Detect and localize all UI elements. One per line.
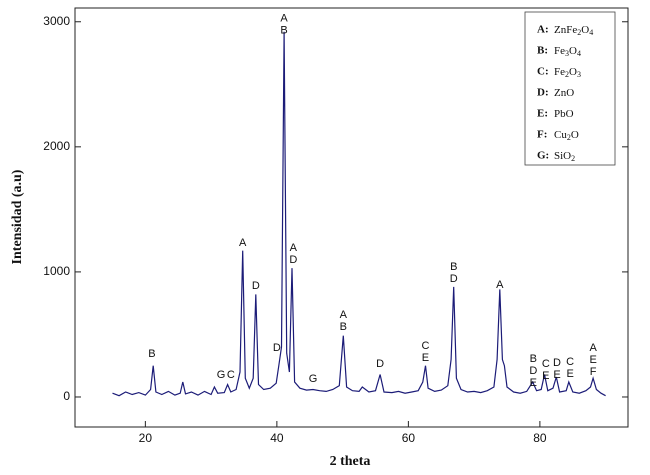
- legend-label: Cu2O: [554, 129, 579, 142]
- x-tick-label: 80: [533, 431, 547, 445]
- y-tick-label: 1000: [43, 264, 70, 278]
- peak-label: D: [553, 357, 561, 369]
- legend-key: E:: [537, 108, 548, 120]
- legend-label: Fe3O4: [554, 45, 581, 58]
- xrd-line: [112, 31, 606, 397]
- peak-label: B: [450, 261, 457, 273]
- peak-label: C: [421, 340, 429, 352]
- peak-label: D: [273, 342, 281, 354]
- peak-label: D: [450, 273, 458, 285]
- plot-frame: [74, 7, 629, 428]
- peak-label: A: [239, 237, 247, 249]
- legend-key: F:: [537, 129, 547, 141]
- peak-label: E: [553, 369, 560, 381]
- peak-label: B: [280, 25, 287, 37]
- peak-label: D: [376, 358, 384, 370]
- legend-key: B:: [537, 45, 548, 57]
- legend-label: SiO2: [554, 150, 575, 163]
- peak-label: A: [290, 242, 298, 254]
- legend-label: PbO: [554, 108, 574, 120]
- peak-label: E: [542, 370, 549, 382]
- legend-key: A:: [537, 24, 549, 36]
- peak-label: D: [252, 280, 260, 292]
- legend-box: [524, 11, 616, 166]
- x-tick-label: 60: [402, 431, 416, 445]
- y-tick-label: 2000: [43, 139, 70, 153]
- peak-label: A: [280, 13, 288, 25]
- legend-key: G:: [537, 150, 549, 162]
- peak-label: B: [340, 321, 347, 333]
- legend-key: D:: [537, 87, 549, 99]
- legend-label: ZnO: [554, 87, 574, 99]
- legend-key: C:: [537, 66, 549, 78]
- peak-label: C: [566, 356, 574, 368]
- legend-label: Fe2O3: [554, 66, 581, 79]
- peak-label: D: [289, 254, 297, 266]
- x-axis-label: 2 theta: [330, 454, 371, 469]
- x-tick-label: 20: [139, 431, 153, 445]
- peak-label: C: [227, 369, 235, 381]
- peak-label: E: [422, 352, 429, 364]
- y-tick-label: 3000: [43, 14, 70, 28]
- peak-label: A: [496, 279, 504, 291]
- peak-label: D: [529, 365, 537, 377]
- x-tick-label: 40: [270, 431, 284, 445]
- y-tick-label: 0: [63, 389, 70, 403]
- peak-label: B: [530, 353, 537, 365]
- peak-label: C: [542, 358, 550, 370]
- peak-label: E: [589, 354, 596, 366]
- peak-label: E: [566, 368, 573, 380]
- peak-label: E: [530, 377, 537, 389]
- peak-label: B: [148, 348, 155, 360]
- peak-label: G: [217, 369, 226, 381]
- peak-label: F: [590, 366, 597, 378]
- peak-label: A: [589, 342, 597, 354]
- peak-label: G: [309, 373, 318, 385]
- legend-label: ZnFe2O4: [554, 24, 593, 37]
- y-axis-label: Intensidad (a.u): [10, 169, 25, 264]
- peak-label: A: [340, 309, 348, 321]
